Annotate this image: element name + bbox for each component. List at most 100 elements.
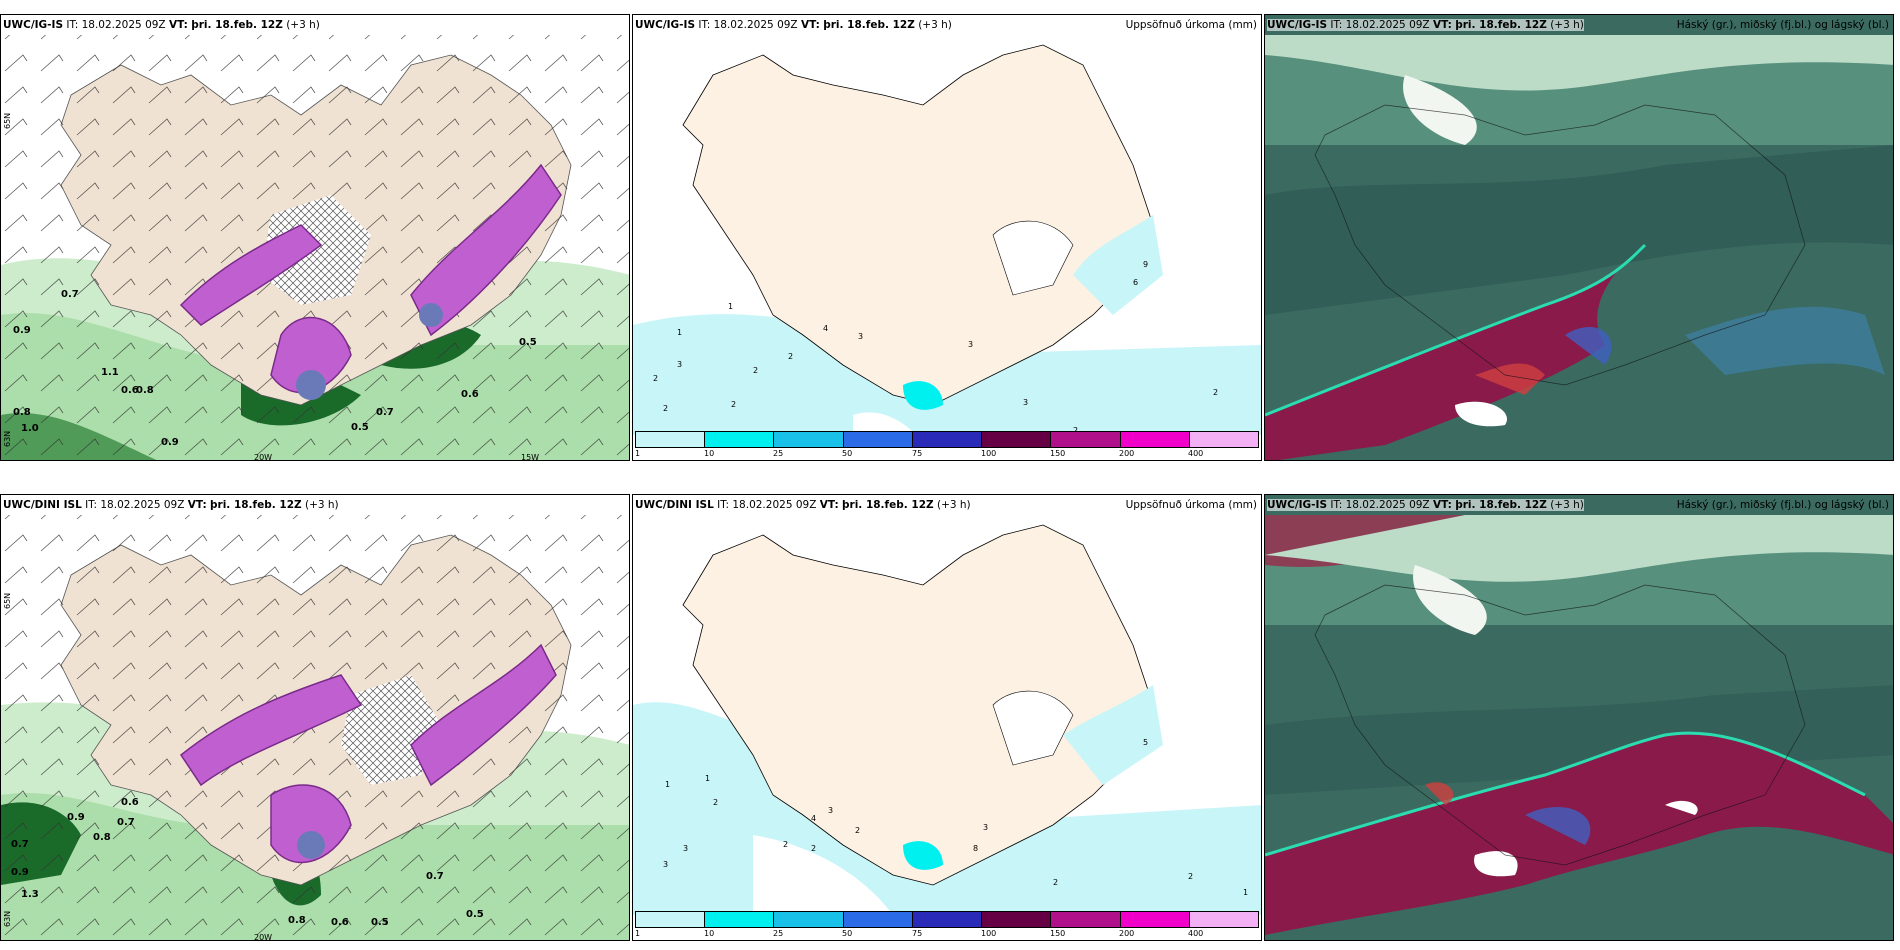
cloud-panel-dini-isl: UWC/IG-IS IT: 18.02.2025 09Z VT: þri. 18… — [1264, 494, 1894, 941]
value-label: 0.6 — [121, 385, 139, 396]
value-label: 2 — [1073, 426, 1078, 435]
lat-label-63n: 63N — [3, 430, 12, 447]
cloud-panel-ig-is: UWC/IG-IS IT: 18.02.2025 09Z VT: þri. 18… — [1264, 14, 1894, 461]
lat-label-63n: 63N — [3, 910, 12, 927]
value-label: 2 — [653, 374, 658, 383]
value-label: 4 — [823, 324, 828, 333]
legend-tick: 50 — [842, 449, 853, 458]
legend-swatch — [982, 432, 1052, 447]
value-label: 1.3 — [21, 889, 39, 900]
value-label: 2 — [753, 366, 758, 375]
value-label: 1 — [1243, 888, 1248, 897]
cloud-map — [1265, 495, 1893, 940]
cloud-map — [1265, 15, 1893, 460]
panel-right-title: Háský (gr.), miðský (fj.bl.) og lágský (… — [1676, 499, 1889, 511]
value-label: 0.7 — [117, 817, 135, 828]
value-label: 2 — [713, 798, 718, 807]
wind-map: 0.7 0.9 0.8 1.0 0.9 0.6 0.8 1.1 0.7 0.5 … — [1, 15, 629, 460]
value-label: 3 — [858, 332, 863, 341]
value-label: 0.8 — [136, 385, 154, 396]
precip-values: 1 1 3 2 2 4 3 2 2 2 3 3 2 6 9 2 — [653, 260, 1218, 435]
value-label: 3 — [677, 360, 682, 369]
legend-tick: 100 — [981, 449, 997, 458]
precip-values: 1 1 2 3 3 2 4 3 2 2 8 3 2 2 1 5 — [663, 738, 1248, 897]
value-label: 4 — [811, 814, 816, 823]
panel-right-title: Uppsöfnuð úrkoma (mm) — [1125, 499, 1257, 511]
value-label: 3 — [983, 823, 988, 832]
value-label: 0.8 — [13, 407, 31, 418]
value-label: 2 — [811, 844, 816, 853]
value-label: 2 — [783, 840, 788, 849]
legend-swatch — [774, 912, 844, 927]
value-label: 0.6 — [121, 797, 139, 808]
panel-right-title: Háský (gr.), miðský (fj.bl.) og lágský (… — [1676, 19, 1889, 31]
lat-label-65n: 65N — [3, 592, 12, 609]
precip-legend — [635, 431, 1259, 448]
value-label: 3 — [683, 844, 688, 853]
value-label: 2 — [788, 352, 793, 361]
legend-swatch — [636, 432, 706, 447]
lon-label-15w: 15W — [521, 453, 540, 461]
value-label: 9 — [1143, 260, 1148, 269]
precip-legend — [635, 911, 1259, 928]
wind-map: 0.7 0.9 0.6 0.7 0.8 1.3 0.9 0.6 0.5 0.8 … — [1, 495, 629, 940]
legend-swatch — [1051, 432, 1121, 447]
legend-swatch — [774, 432, 844, 447]
value-label: 0.9 — [161, 437, 179, 448]
value-label: 1.1 — [101, 367, 119, 378]
value-label: 2 — [1053, 878, 1058, 887]
panel-title: UWC/IG-IS IT: 18.02.2025 09Z VT: þri. 18… — [635, 19, 952, 31]
precip-panel-dini-isl: UWC/DINI ISL IT: 18.02.2025 09Z VT: þri.… — [632, 494, 1262, 941]
legend-swatch — [705, 912, 775, 927]
legend-tick: 50 — [842, 929, 853, 938]
value-label: 0.5 — [371, 917, 389, 928]
panel-title: UWC/IG-IS IT: 18.02.2025 09Z VT: þri. 18… — [1267, 19, 1584, 31]
legend-tick: 10 — [704, 929, 715, 938]
value-label: 0.8 — [288, 915, 306, 926]
panel-right-title: Uppsöfnuð úrkoma (mm) — [1125, 19, 1257, 31]
legend-swatch — [843, 912, 913, 927]
value-label: 0.5 — [466, 909, 484, 920]
value-label: 0.5 — [519, 337, 537, 348]
precip-panel-ig-is: UWC/IG-IS IT: 18.02.2025 09Z VT: þri. 18… — [632, 14, 1262, 461]
legend-swatch — [1051, 912, 1121, 927]
value-label: 0.6 — [461, 389, 479, 400]
legend-tick: 400 — [1188, 449, 1204, 458]
value-label: 0.7 — [61, 289, 79, 300]
precip-map: 1 1 2 3 3 2 4 3 2 2 8 3 2 2 1 5 — [633, 495, 1261, 940]
legend-tick: 75 — [912, 929, 923, 938]
legend-tick: 150 — [1050, 449, 1066, 458]
precip-legend-ticks: 1 10 25 50 75 100 150 200 400 — [635, 929, 1259, 940]
legend-tick: 200 — [1119, 929, 1135, 938]
value-label: 3 — [1023, 398, 1028, 407]
legend-swatch — [912, 432, 983, 447]
value-label: 2 — [663, 404, 668, 413]
panel-title: UWC/DINI ISL IT: 18.02.2025 09Z VT: þri.… — [635, 499, 971, 511]
legend-swatch — [843, 432, 913, 447]
value-label: 1 — [728, 302, 733, 311]
legend-swatch — [982, 912, 1052, 927]
legend-tick: 1 — [635, 929, 641, 938]
legend-tick: 10 — [704, 449, 715, 458]
value-label: 2 — [731, 400, 736, 409]
value-label: 3 — [968, 340, 973, 349]
wind-values: 0.7 0.9 0.8 1.0 0.9 0.6 0.8 1.1 0.7 0.5 … — [13, 289, 537, 448]
value-label: 0.9 — [67, 812, 85, 823]
legend-tick: 1 — [635, 449, 641, 458]
legend-tick: 400 — [1188, 929, 1204, 938]
value-label: 5 — [1143, 738, 1148, 747]
value-label: 2 — [1213, 388, 1218, 397]
value-label: 1 — [665, 780, 670, 789]
legend-swatch — [1120, 912, 1190, 927]
wind-panel-ig-is: UWC/IG-IS IT: 18.02.2025 09Z VT: þri. 18… — [0, 14, 630, 461]
panel-title: UWC/IG-IS IT: 18.02.2025 09Z VT: þri. 18… — [3, 19, 320, 31]
legend-swatch — [1189, 912, 1258, 927]
value-label: 2 — [1188, 872, 1193, 881]
value-label: 1.0 — [21, 423, 39, 434]
value-label: 0.9 — [11, 867, 29, 878]
legend-tick: 150 — [1050, 929, 1066, 938]
precip-map: 1 1 3 2 2 4 3 2 2 2 3 3 2 6 9 2 — [633, 15, 1261, 460]
legend-tick: 200 — [1119, 449, 1135, 458]
lon-label-20w: 20W — [254, 453, 273, 461]
legend-swatch — [636, 912, 706, 927]
